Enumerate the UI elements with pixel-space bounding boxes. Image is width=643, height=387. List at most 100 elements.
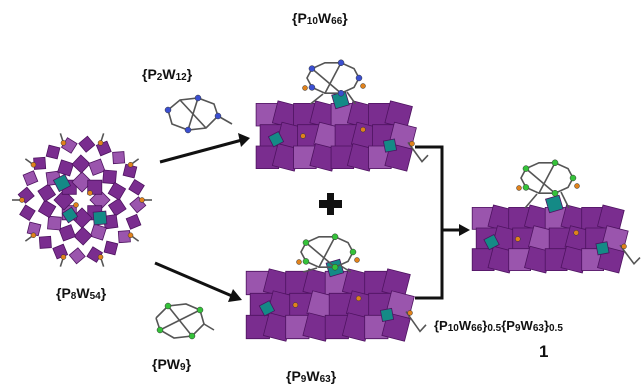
teal-polyhedron <box>52 173 72 193</box>
orange-atom <box>573 230 579 236</box>
cage-atom <box>302 239 310 246</box>
orange-atom <box>30 232 37 239</box>
octahedron <box>58 224 76 242</box>
ligand-bond <box>300 235 354 269</box>
ligand-bond <box>167 305 193 337</box>
orange-atom <box>73 202 79 208</box>
compound-number-label: 1 <box>539 342 549 361</box>
orange-atom <box>30 161 37 168</box>
cage-atom <box>337 59 345 67</box>
ligand-bond <box>346 91 357 105</box>
orange-atom <box>302 85 308 91</box>
orange-atom <box>87 190 93 196</box>
arrows <box>154 133 470 302</box>
orange-atom <box>354 257 360 263</box>
teal-polyhedron <box>483 233 500 251</box>
ligand-bond <box>524 193 538 209</box>
octahedron <box>78 135 96 153</box>
octahedron <box>125 213 142 230</box>
orange-atom <box>574 183 580 189</box>
ligand-bond <box>324 62 342 94</box>
octahedron <box>102 169 117 185</box>
teal-polyhedron <box>595 241 610 256</box>
octahedron <box>107 181 127 201</box>
ligand-bond <box>340 265 352 273</box>
ligand-bond <box>407 141 429 163</box>
cage-atom <box>551 189 559 197</box>
cage-atom <box>349 248 357 256</box>
orange-atom <box>127 232 134 239</box>
orange-atom <box>409 140 415 147</box>
teal-polyhedron <box>545 194 564 214</box>
merge-bracket <box>415 145 444 300</box>
orange-atom <box>97 140 104 146</box>
octahedron <box>45 144 61 160</box>
ligand-bond <box>560 191 570 209</box>
orange-atom <box>292 302 299 308</box>
teal-polyhedron <box>331 90 350 110</box>
p10w66-cluster <box>255 59 429 172</box>
cage-atom <box>522 184 530 191</box>
octahedron <box>71 154 91 174</box>
octahedron <box>73 226 93 246</box>
orange-atom <box>407 310 413 316</box>
orange-atom <box>516 185 522 191</box>
octahedron <box>37 199 57 219</box>
octahedron <box>38 235 52 249</box>
p8w54-cluster <box>12 133 152 267</box>
cage-atom <box>337 89 345 97</box>
octahedron <box>57 159 75 177</box>
octahedron <box>128 178 145 196</box>
product-formula-label: {P10W66}0.5{P9W63}0.5 <box>434 318 563 334</box>
cage-atom <box>522 165 530 172</box>
orange-atom <box>621 243 627 250</box>
arrow-to-p9w63 <box>154 261 233 298</box>
octahedron <box>88 158 106 176</box>
p8w54-label: {P8W54} <box>56 285 107 302</box>
orange-atom <box>60 140 67 146</box>
arrowhead-to-p10w66 <box>238 133 250 147</box>
p2w12-fragment <box>164 94 233 134</box>
ligand-bond <box>310 93 324 105</box>
octahedron <box>47 215 62 231</box>
octahedron <box>112 151 126 165</box>
orange-atom <box>127 161 134 168</box>
p10w66-label: {P10W66} <box>292 10 348 27</box>
ligand-bond <box>187 97 199 131</box>
octahedron <box>19 204 36 222</box>
octahedron <box>22 170 39 187</box>
ligand-bond <box>311 67 342 94</box>
ligand-bond <box>520 161 574 195</box>
blue-atom <box>194 94 202 102</box>
cage-atom <box>355 74 363 82</box>
octahedron <box>37 183 57 203</box>
teal-polyhedron <box>61 206 79 224</box>
orange-atom <box>296 259 302 265</box>
blue-atom <box>214 112 222 120</box>
orange-atom <box>355 295 362 302</box>
pw9-label: {PW9} <box>152 356 192 373</box>
p9w63-cluster <box>245 233 427 342</box>
arrow-to-p10w66 <box>159 138 243 164</box>
teal-polyhedron <box>92 210 108 226</box>
cage-atom <box>551 159 559 167</box>
orange-atom <box>19 197 25 203</box>
cage-atom <box>308 84 316 91</box>
octahedron <box>103 240 119 256</box>
orange-atom <box>300 133 306 139</box>
orange-atom <box>360 126 366 133</box>
orange-atom <box>139 197 145 203</box>
arrowhead-to-p9w63 <box>228 289 242 302</box>
p9w63-label: {P9W63} <box>286 368 337 385</box>
cage-atom <box>569 174 577 182</box>
green-atom <box>188 332 196 340</box>
teal-polyhedron <box>258 300 276 317</box>
ligand-bond <box>303 267 318 273</box>
product-cluster <box>471 159 641 274</box>
orange-atom <box>97 254 104 260</box>
ligand-bond <box>405 311 427 333</box>
octahedron <box>53 189 75 211</box>
ligand-bond <box>159 309 201 331</box>
teal-polyhedron <box>267 131 285 148</box>
